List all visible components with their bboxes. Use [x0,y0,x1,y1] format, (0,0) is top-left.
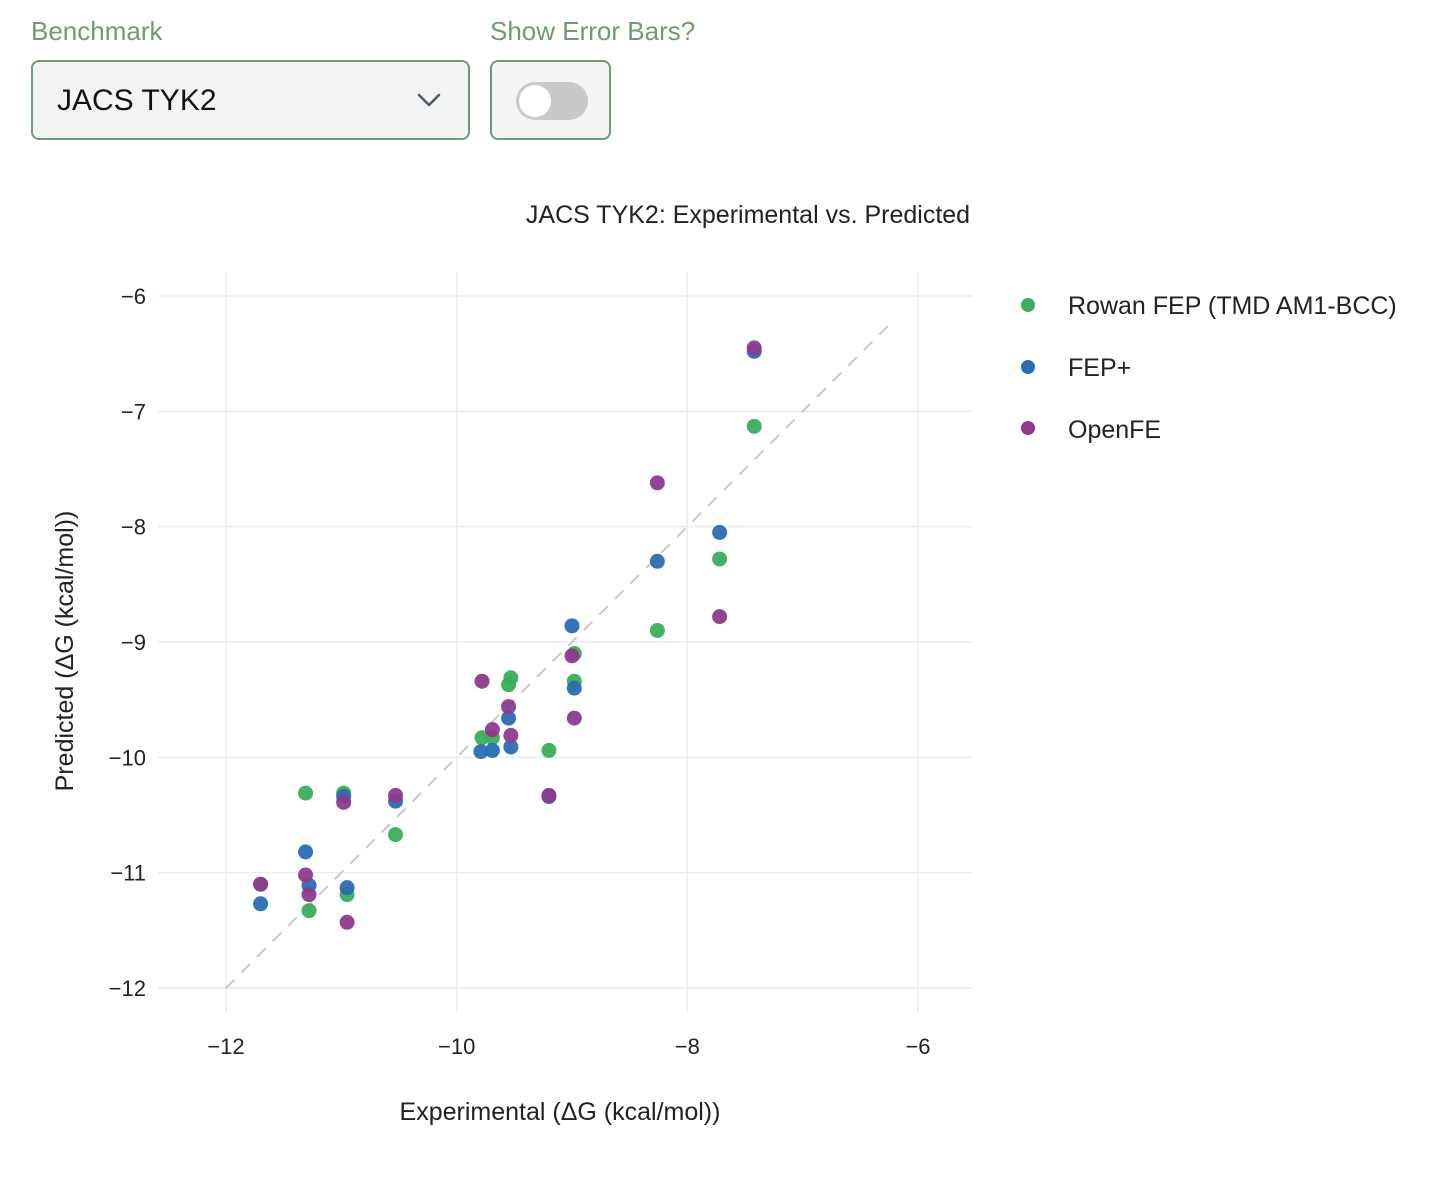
benchmark-label: Benchmark [31,16,163,46]
x-tick-label: −8 [675,1034,700,1059]
data-point-rowan [649,622,665,638]
data-point-openfe [253,876,269,892]
data-point-openfe [566,710,582,726]
data-point-fep [649,553,665,569]
points-layer [253,340,762,930]
data-point-rowan [301,903,317,919]
chart-title: JACS TYK2: Experimental vs. Predicted [526,201,970,229]
error-bars-label: Show Error Bars? [490,16,696,46]
y-axis-label: Predicted (ΔG (kcal/mol)) [51,511,79,792]
data-point-rowan [541,742,557,758]
legend-label-fep[interactable]: FEP+ [1068,354,1131,382]
y-tick-label: −12 [109,976,146,1001]
legend-marker-fep [1021,360,1035,374]
benchmark-select-value: JACS TYK2 [57,84,217,117]
data-point-fep [473,744,489,760]
data-point-openfe [501,699,517,715]
data-point-fep [484,742,500,758]
data-point-fep [298,844,314,860]
error-bars-toggle[interactable] [516,82,588,120]
data-point-fep [503,739,519,755]
legend: Rowan FEP (TMD AM1-BCC) FEP+ OpenFE [1021,292,1397,444]
y-tick-label: −6 [121,284,146,309]
x-tick-label: −10 [438,1034,475,1059]
grid-layer [158,272,972,1012]
data-point-rowan [298,785,314,801]
legend-marker-openfe [1021,421,1035,435]
y-tick-label: −10 [109,745,146,770]
data-point-openfe [564,648,580,664]
data-point-fep [253,896,269,912]
data-point-rowan [712,551,728,567]
data-point-openfe [301,887,317,903]
ticks-layer: −12 −10 −8 −6 −12 −11 −10 −9 −8 −7 −6 [109,284,931,1059]
data-point-rowan [746,418,762,434]
data-point-openfe [474,673,490,689]
chevron-down-icon [416,91,442,114]
identity-diagonal-line [225,318,896,989]
data-point-rowan [474,730,490,746]
data-point-fep [712,524,728,540]
data-point-openfe [336,794,352,810]
y-tick-label: −11 [110,861,146,886]
data-point-fep [564,618,580,634]
data-point-rowan [388,827,404,843]
toggle-knob [519,85,551,117]
y-tick-label: −7 [121,399,146,424]
legend-marker-rowan [1021,298,1035,312]
x-tick-label: −12 [207,1034,244,1059]
data-point-openfe [503,727,519,743]
legend-label-openfe[interactable]: OpenFE [1068,416,1161,444]
data-point-fep [339,880,355,896]
data-point-fep [501,710,517,726]
data-point-openfe [541,787,557,803]
data-point-openfe [649,475,665,491]
data-point-openfe [339,914,355,930]
legend-label-rowan[interactable]: Rowan FEP (TMD AM1-BCC) [1068,292,1397,320]
data-point-openfe [388,787,404,803]
data-point-rowan [501,677,517,693]
data-point-openfe [712,609,728,625]
x-tick-label: −6 [905,1034,930,1059]
data-point-openfe [746,340,762,356]
y-tick-label: −8 [121,515,146,540]
data-point-openfe [484,722,500,738]
benchmark-select[interactable]: JACS TYK2 [31,60,470,140]
data-point-fep [566,680,582,696]
x-axis-label: Experimental (ΔG (kcal/mol)) [400,1098,721,1126]
y-tick-label: −9 [121,630,146,655]
data-point-openfe [298,867,314,883]
error-bars-toggle-container [490,60,611,140]
